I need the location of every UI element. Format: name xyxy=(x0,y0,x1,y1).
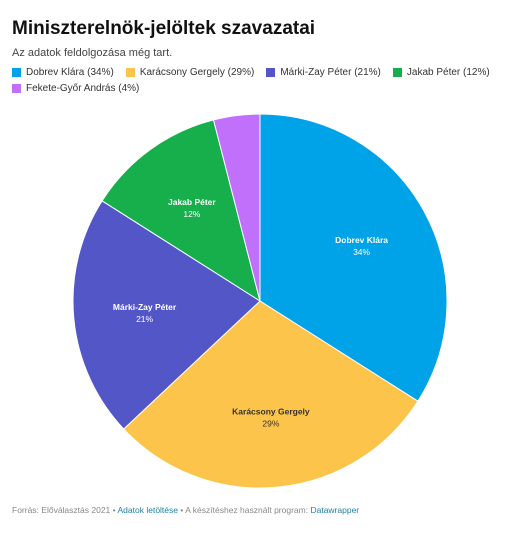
legend-item: Fekete-Győr András (4%) xyxy=(12,83,139,94)
legend-swatch xyxy=(392,68,402,77)
legend-swatch xyxy=(12,84,21,93)
legend-item: Karácsony Gergely (29%) xyxy=(125,67,255,78)
pie-slice xyxy=(212,113,261,302)
download-data-link[interactable]: Adatok letöltése xyxy=(117,505,178,515)
legend-item: Dobrev Klára (34%) xyxy=(12,67,114,78)
slice-label-value: 34% xyxy=(353,247,370,257)
slice-label-name: Dobrev Klára xyxy=(335,235,388,245)
legend-swatch xyxy=(266,68,276,77)
slice-label-name: Karácsony Gergely xyxy=(232,406,310,416)
legend-label: Karácsony Gergely (29%) xyxy=(139,67,255,78)
chart-title: Miniszterelnök-jelöltek szavazatai xyxy=(12,18,316,39)
chart-subtitle: Az adatok feldolgozása még tart. xyxy=(12,47,173,59)
chart-legend: Dobrev Klára (34%) Karácsony Gergely (29%… xyxy=(12,67,512,94)
pie-slice xyxy=(72,200,261,430)
slice-label-value: 21% xyxy=(136,314,153,324)
slice-label-name: Jakab Péter xyxy=(168,197,216,207)
pie-slice xyxy=(259,113,448,402)
slice-label-value: 12% xyxy=(183,209,200,219)
chart-footer: Forrás: Előválasztás 2021 • Adatok letöl… xyxy=(12,505,359,515)
legend-swatch xyxy=(125,68,135,77)
legend-item: Márki-Zay Péter (21%) xyxy=(266,67,381,78)
pie-slice xyxy=(101,119,261,303)
legend-label: Fekete-Győr András (4%) xyxy=(26,83,140,94)
legend-label: Dobrev Klára (34%) xyxy=(26,67,114,78)
source-text: Forrás: Előválasztás 2021 • xyxy=(12,505,116,515)
legend-label: Jakab Péter (12%) xyxy=(406,67,490,78)
legend-swatch xyxy=(12,68,21,77)
legend-label: Márki-Zay Péter (21%) xyxy=(280,67,381,78)
slice-label-name: Márki-Zay Péter xyxy=(113,302,177,312)
legend-item: Jakab Péter (12%) xyxy=(392,67,490,78)
tool-text: • A készítéshez használt program: xyxy=(180,505,309,515)
datawrapper-link[interactable]: Datawrapper xyxy=(310,505,360,515)
pie-slice xyxy=(122,300,419,489)
slice-label-value: 29% xyxy=(262,418,279,428)
